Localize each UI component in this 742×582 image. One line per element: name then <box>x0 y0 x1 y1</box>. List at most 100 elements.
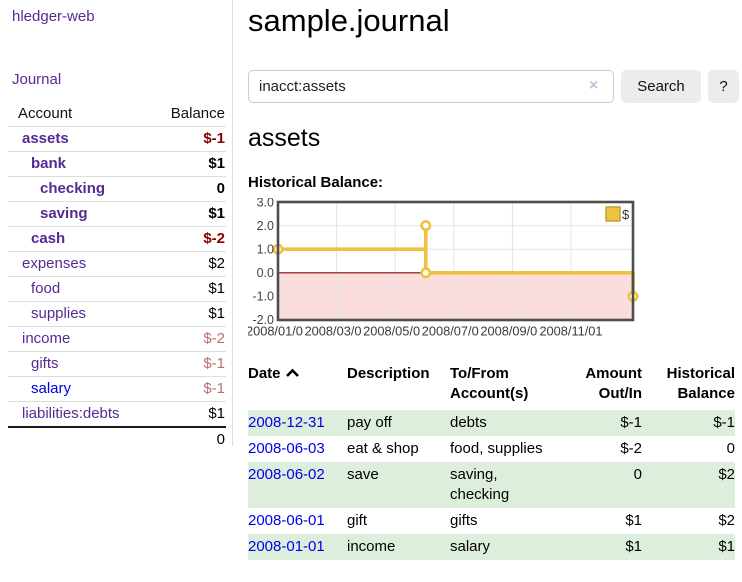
account-balance: $2 <box>153 251 226 277</box>
transaction-date-link[interactable]: 2008-06-01 <box>248 512 325 529</box>
svg-text:2.0: 2.0 <box>257 219 274 233</box>
register-table: Date Description To/From Account(s) Amou… <box>248 360 735 560</box>
transaction-date-link[interactable]: 2008-01-01 <box>248 538 325 555</box>
help-button[interactable]: ? <box>708 70 739 103</box>
account-link-liabilities-debts[interactable]: liabilities:debts <box>22 405 120 422</box>
transaction-balance: $2 <box>718 466 735 483</box>
transaction-description: save <box>347 466 379 483</box>
transaction-date-link[interactable]: 2008-12-31 <box>248 414 325 431</box>
transaction-date-link[interactable]: 2008-06-02 <box>248 466 325 483</box>
account-link-assets[interactable]: assets <box>22 130 69 147</box>
chart-x-axis-labels: 2008/01/01 2008/03/01 2008/05/01 2008/07… <box>248 324 605 339</box>
description-column-header: Description <box>347 365 430 382</box>
legend-label: $ <box>622 207 630 222</box>
transaction-balance: 0 <box>726 440 735 457</box>
accounts-total-value: 0 <box>153 426 226 452</box>
transaction-accounts: food, supplies <box>450 440 543 457</box>
account-balance: $-2 <box>153 226 226 252</box>
account-link-gifts[interactable]: gifts <box>31 355 59 372</box>
account-balance: $1 <box>153 151 226 177</box>
transaction-accounts: gifts <box>450 512 478 529</box>
svg-text:1.0: 1.0 <box>257 243 274 257</box>
account-balance: $-1 <box>153 126 226 152</box>
account-row: liabilities:debts $1 <box>8 401 226 428</box>
chart-gridlines <box>278 202 633 320</box>
date-header-label: Date <box>248 365 281 382</box>
app-brand-link[interactable]: hledger-web <box>12 8 95 25</box>
account-balance: $1 <box>153 301 226 327</box>
account-page-heading: assets <box>248 124 321 152</box>
sort-ascending-icon <box>285 364 300 384</box>
account-link-cash[interactable]: cash <box>31 230 66 247</box>
transaction-balance: $1 <box>718 538 735 555</box>
transaction-row: 2008-06-01 gift gifts $1 $2 <box>248 508 735 534</box>
account-row: assets $-1 <box>8 126 226 152</box>
account-row: expenses $2 <box>8 251 226 277</box>
date-column-header[interactable]: Date <box>248 360 347 410</box>
account-link-salary[interactable]: salary <box>31 380 72 397</box>
svg-text:-2.0: -2.0 <box>252 313 274 327</box>
account-balance: $-1 <box>153 351 226 377</box>
balance-column-header: Balance <box>153 102 226 127</box>
transaction-balance: $-1 <box>713 414 735 431</box>
account-balance: $1 <box>153 401 226 428</box>
svg-text:2008/03/01: 2008/03/01 <box>305 324 369 339</box>
accounts-table: Account Balance assets $-1 bank $1 check… <box>8 102 226 452</box>
account-balance: $1 <box>153 276 226 302</box>
sidebar-item-journal[interactable]: Journal <box>12 71 62 88</box>
transaction-amount: $1 <box>625 538 642 555</box>
account-row: income $-2 <box>8 326 226 352</box>
chart-y-axis-labels: 3.0 2.0 1.0 0.0 -1.0 -2.0 <box>252 198 274 327</box>
account-balance: $1 <box>153 201 226 227</box>
svg-text:2008/05/01: 2008/05/01 <box>363 324 427 339</box>
accounts-column-header: To/From Account(s) <box>450 365 529 402</box>
account-link-saving[interactable]: saving <box>40 205 88 222</box>
account-balance: $-1 <box>153 376 226 402</box>
chart-border <box>276 200 635 322</box>
transaction-date-link[interactable]: 2008-06-03 <box>248 440 325 457</box>
clear-search-icon[interactable]: × <box>589 77 599 94</box>
transaction-amount: $-1 <box>620 414 642 431</box>
account-row: saving $1 <box>8 201 226 227</box>
transaction-accounts: saving, checking <box>450 466 510 503</box>
search-input[interactable] <box>248 70 614 103</box>
transaction-accounts: salary <box>450 538 491 555</box>
transaction-description: eat & shop <box>347 440 419 457</box>
account-row: checking 0 <box>8 176 226 202</box>
account-row: gifts $-1 <box>8 351 226 377</box>
svg-text:2008/09/01: 2008/09/01 <box>480 324 544 339</box>
account-link-food[interactable]: food <box>31 280 61 297</box>
search-button[interactable]: Search <box>621 70 701 103</box>
account-link-bank[interactable]: bank <box>31 155 67 172</box>
chart-title: Historical Balance: <box>248 174 384 191</box>
account-row: supplies $1 <box>8 301 226 327</box>
transaction-row: 2008-12-31 pay off debts $-1 $-1 <box>248 410 735 436</box>
register-table-header: Date Description To/From Account(s) Amou… <box>248 360 735 410</box>
account-balance: $-2 <box>153 326 226 352</box>
account-column-header: Account <box>8 102 154 127</box>
transaction-balance: $2 <box>718 512 735 529</box>
transaction-amount: $-2 <box>620 440 642 457</box>
account-row: cash $-2 <box>8 226 226 252</box>
legend-swatch <box>605 206 621 222</box>
transaction-row: 2008-01-01 income salary $1 $1 <box>248 534 735 560</box>
historical-balance-chart: $ 3.0 2.0 1.0 0.0 -1.0 -2.0 2008/01/01 2… <box>248 198 639 339</box>
main-content: sample.journal × Search ? assets Histori… <box>248 0 742 582</box>
transaction-row: 2008-06-03 eat & shop food, supplies $-2… <box>248 436 735 462</box>
account-link-income[interactable]: income <box>22 330 71 347</box>
transaction-amount: $1 <box>625 512 642 529</box>
svg-text:2008/11/01: 2008/11/01 <box>539 324 602 339</box>
transaction-description: gift <box>347 512 368 529</box>
svg-text:3.0: 3.0 <box>257 198 274 210</box>
account-link-checking[interactable]: checking <box>40 180 106 197</box>
sidebar: hledger-web Journal Account Balance asse… <box>0 0 233 452</box>
chart-legend: $ <box>605 206 630 222</box>
account-link-supplies[interactable]: supplies <box>31 305 87 322</box>
balance-column-header: Historical Balance <box>666 365 735 402</box>
transaction-description: pay off <box>347 414 392 431</box>
page-title: sample.journal <box>248 3 450 38</box>
svg-text:2008/07/01: 2008/07/01 <box>422 324 486 339</box>
account-link-expenses[interactable]: expenses <box>22 255 87 272</box>
account-balance: 0 <box>153 176 226 202</box>
transaction-row: 2008-06-02 save saving, checking 0 $2 <box>248 462 735 508</box>
